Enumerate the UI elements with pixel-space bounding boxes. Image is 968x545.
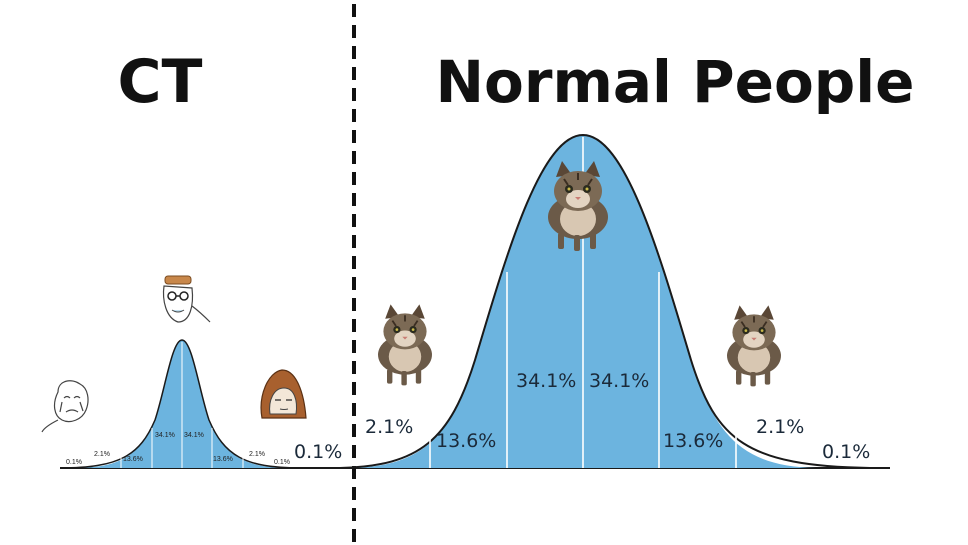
normal-curve-outline — [339, 133, 871, 469]
normal-people-title: Normal People — [435, 48, 914, 116]
crying-wojak-figure — [41, 380, 89, 433]
ct-label-7: 0.1% — [274, 459, 290, 466]
ct-label-2: 13.6% — [123, 456, 143, 463]
normal-label-5: 13.6% — [663, 430, 723, 452]
ct-label-0: 0.1% — [66, 459, 82, 466]
normal-label-4: 34.1% — [589, 370, 649, 392]
normal-label-7: 0.1% — [822, 441, 870, 463]
normal-label-2: 13.6% — [436, 430, 496, 452]
ct-bell-curve: 0.1% 2.1% 13.6% 34.1% 34.1% 13.6% 2.1% 0… — [59, 339, 301, 469]
normal-label-1: 2.1% — [365, 416, 413, 438]
hooded-wojak-figure — [260, 369, 307, 419]
ct-sigma-lines — [120, 342, 244, 468]
ct-curve-outline — [59, 339, 301, 469]
nerd-wojak-figure — [162, 275, 211, 323]
ct-label-1: 2.1% — [94, 451, 110, 458]
ct-title: CT — [118, 47, 203, 117]
ct-label-4: 34.1% — [184, 432, 204, 439]
ct-label-3: 34.1% — [155, 432, 175, 439]
ct-right-tail-label: 0.1% — [294, 441, 342, 463]
normal-label-3: 34.1% — [516, 370, 576, 392]
cat-figure-right — [726, 304, 782, 388]
normal-curve-fill — [352, 135, 816, 468]
ct-label-6: 2.1% — [249, 451, 265, 458]
ct-label-5: 13.6% — [213, 456, 233, 463]
normal-bell-curve: 2.1% 13.6% 34.1% 34.1% 13.6% 2.1% 0.1% — [339, 133, 871, 469]
cat-figure-left — [377, 303, 433, 387]
normal-label-6: 2.1% — [756, 416, 804, 438]
